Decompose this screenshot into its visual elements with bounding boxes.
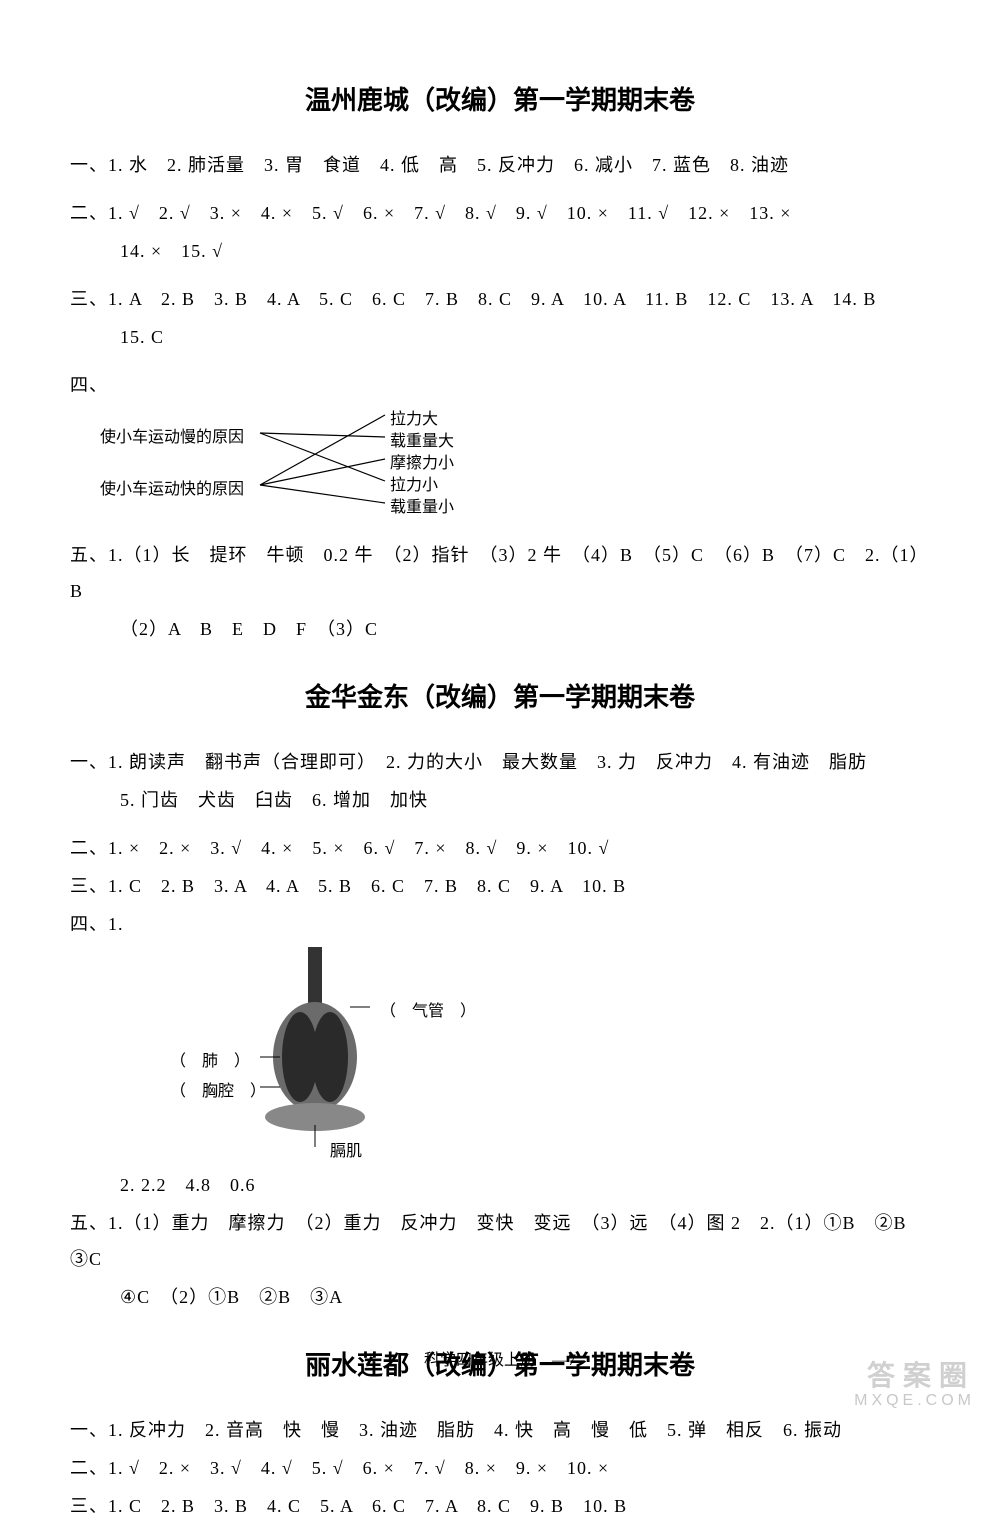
paper2-title: 金华金东（改编）第一学期期末卷 — [70, 677, 930, 714]
label-lung: （ 肺 ） — [170, 1047, 250, 1071]
page-footer: 科学四年级上册 —7 — [0, 1346, 1000, 1370]
p1-s1: 一、1. 水 2. 肺活量 3. 胃 食道 4. 低 高 5. 反冲力 6. 减… — [70, 147, 930, 183]
label-diaphragm: 膈肌 — [330, 1137, 362, 1161]
paper1-section1: 一、1. 水 2. 肺活量 3. 胃 食道 4. 低 高 5. 反冲力 6. 减… — [70, 147, 930, 183]
label-trachea: （ 气管 ） — [380, 997, 476, 1021]
p1-s2b: 14. × 15. √ — [70, 233, 930, 269]
p3-s3: 三、1. C 2. B 3. B 4. C 5. A 6. C 7. A 8. … — [70, 1488, 930, 1524]
p1-s5b: （2）A B E D F （3）C — [70, 611, 930, 647]
p2-s3: 三、1. C 2. B 3. A 4. A 5. B 6. C 7. B 8. … — [70, 868, 930, 904]
p1-s4-label: 四、 — [70, 367, 930, 403]
p3-s2: 二、1. √ 2. × 3. √ 4. √ 5. √ 6. × 7. √ 8. … — [70, 1450, 930, 1486]
p1-s5a: 五、1.（1）长 提环 牛顿 0.2 牛 （2）指针 （3）2 牛 （4）B （… — [70, 537, 930, 609]
paper1-title: 温州鹿城（改编）第一学期期末卷 — [70, 80, 930, 117]
matching-lines-icon — [100, 405, 400, 515]
p2-s1b: 5. 门齿 犬齿 臼齿 6. 增加 加快 — [70, 782, 930, 818]
paper2-section5: 五、1.（1）重力 摩擦力 （2）重力 反冲力 变快 变远 （3）远 （4）图 … — [70, 1205, 930, 1315]
paper1-section5: 五、1.（1）长 提环 牛顿 0.2 牛 （2）指针 （3）2 牛 （4）B （… — [70, 537, 930, 647]
p3-s1: 一、1. 反冲力 2. 音高 快 慢 3. 油迹 脂肪 4. 快 高 慢 低 5… — [70, 1412, 930, 1448]
p1-s3b: 15. C — [70, 319, 930, 355]
watermark-line2: MXQE.COM — [854, 1392, 975, 1410]
p2-s5b: ④C （2）①B ②B ③A — [70, 1279, 930, 1315]
respiratory-diagram: （ 气管 ） （ 肺 ） （ 胸腔 ） 膈肌 — [180, 947, 500, 1157]
p2-s4b: 2. 2.2 4.8 0.6 — [70, 1167, 930, 1203]
watermark: 答案圈 MXQE.COM — [854, 1354, 975, 1410]
label-chest: （ 胸腔 ） — [170, 1077, 266, 1101]
paper1-section2: 二、1. √ 2. √ 3. × 4. × 5. √ 6. × 7. √ 8. … — [70, 195, 930, 269]
respiratory-icon — [260, 947, 370, 1147]
watermark-line1: 答案圈 — [854, 1354, 975, 1394]
p2-s5a: 五、1.（1）重力 摩擦力 （2）重力 反冲力 变快 变远 （3）远 （4）图 … — [70, 1205, 930, 1277]
paper2-section1: 一、1. 朗读声 翻书声（合理即可） 2. 力的大小 最大数量 3. 力 反冲力… — [70, 744, 930, 818]
matching-diagram: 使小车运动慢的原因 使小车运动快的原因 拉力大 载重量大 摩擦力小 拉力小 载重… — [100, 405, 930, 525]
paper1-section3: 三、1. A 2. B 3. B 4. A 5. C 6. C 7. B 8. … — [70, 281, 930, 355]
p1-s2a: 二、1. √ 2. √ 3. × 4. × 5. √ 6. × 7. √ 8. … — [70, 195, 930, 231]
p2-s2: 二、1. × 2. × 3. √ 4. × 5. × 6. √ 7. × 8. … — [70, 830, 930, 866]
p2-s4: 四、1. — [70, 906, 930, 942]
paper1-section4: 四、 使小车运动慢的原因 使小车运动快的原因 拉力大 载重量大 摩擦力小 拉力小… — [70, 367, 930, 525]
p1-s3a: 三、1. A 2. B 3. B 4. A 5. C 6. C 7. B 8. … — [70, 281, 930, 317]
p2-s1a: 一、1. 朗读声 翻书声（合理即可） 2. 力的大小 最大数量 3. 力 反冲力… — [70, 744, 930, 780]
